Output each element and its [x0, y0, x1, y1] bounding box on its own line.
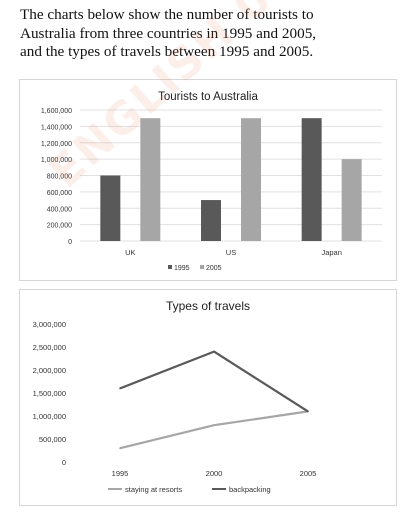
y-tick-label: 1,000,000 [41, 157, 72, 164]
y-tick-label: 1,600,000 [41, 108, 72, 115]
line-backpacking [119, 350, 309, 413]
x-tick-label: US [226, 248, 236, 257]
legend-swatch [200, 265, 204, 269]
data-point [213, 424, 215, 426]
y-tick-label: 2,500,000 [33, 343, 66, 352]
data-point [307, 410, 309, 413]
data-point [119, 447, 121, 449]
x-tick-label: UK [125, 248, 135, 257]
chart-title: Types of travels [166, 299, 250, 313]
x-tick-label: 2000 [206, 469, 223, 478]
y-tick-label: 0 [62, 458, 66, 467]
legend-label: 2005 [206, 265, 222, 272]
x-tick-label: 1995 [112, 469, 129, 478]
y-tick-label: 1,400,000 [41, 124, 72, 131]
y-tick-label: 500,000 [39, 435, 66, 444]
intro-line-3: and the types of travels between 1995 an… [20, 43, 314, 60]
y-tick-label: 1,200,000 [41, 141, 72, 148]
intro-text: The charts below show the number of tour… [20, 6, 410, 62]
legend-label: backpacking [229, 485, 271, 494]
legend-label: 1995 [174, 265, 190, 272]
intro-line-1: The charts below show the number of tour… [20, 6, 314, 23]
bar-2005 [341, 159, 362, 241]
bar-chart-panel: Tourists to Australia 0 200,000 400,000 600,… [19, 79, 397, 281]
legend-label: staying at resorts [125, 485, 182, 494]
x-tick-label: Japan [321, 248, 341, 257]
legend-swatch [168, 265, 172, 269]
y-tick-label: 2,000,000 [33, 366, 66, 375]
tourists-bar-chart: Tourists to Australia 0 200,000 400,000 600,… [41, 91, 382, 272]
y-tick-label: 200,000 [47, 223, 72, 230]
line-staying-at-resorts [119, 410, 309, 450]
bar-2005 [241, 118, 261, 241]
y-tick-label: 1,000,000 [33, 412, 66, 421]
y-tick-label: 3,000,000 [33, 320, 66, 329]
bar-1995 [100, 175, 121, 241]
line-chart-panel: Types of travels 0 500,000 1,000,000 1,500,0… [19, 289, 397, 506]
travel-types-line-chart: Types of travels 0 500,000 1,000,000 1,500,0… [33, 299, 317, 494]
bar-1995 [301, 118, 322, 241]
x-tick-label: 2005 [300, 469, 317, 478]
y-tick-label: 0 [68, 239, 72, 246]
y-tick-label: 800,000 [47, 174, 72, 181]
bar-2005 [140, 118, 161, 241]
y-tick-label: 1,500,000 [33, 389, 66, 398]
intro-line-2: Australia from three countries in 1995 a… [20, 24, 317, 42]
bar-1995 [201, 200, 221, 241]
data-point [119, 387, 121, 390]
data-point [213, 350, 215, 353]
y-tick-label: 400,000 [47, 206, 72, 213]
y-tick-label: 600,000 [47, 190, 72, 197]
chart-title: Tourists to Australia [158, 91, 258, 103]
